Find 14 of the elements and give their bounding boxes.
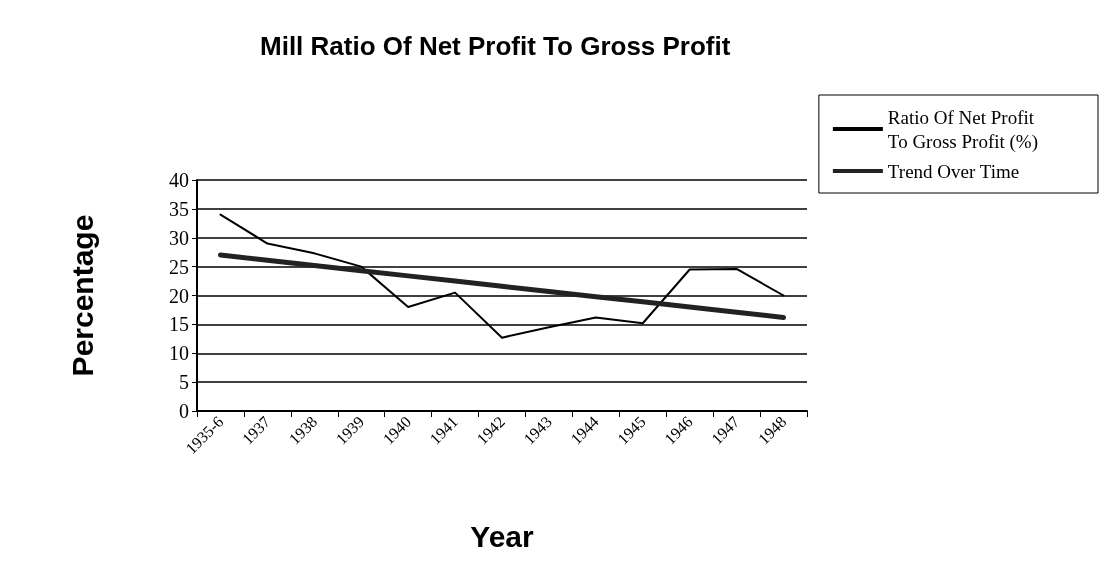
legend-label: Ratio Of Net Profit To Gross Profit (%) [887,106,1039,153]
y-tick-label: 5 [179,371,189,394]
y-tick-label: 10 [169,342,189,365]
y-tick-label: 20 [169,284,189,307]
y-tick-label: 30 [169,226,189,249]
y-tick-label: 25 [169,255,189,278]
legend-label: Trend Over Time [887,160,1020,182]
y-tick-label: 40 [169,169,189,191]
y-axis-title: Percentage [65,214,99,377]
y-tick-label: 15 [169,313,189,336]
y-tick-label: 0 [179,400,189,422]
chart-title: Mill Ratio Of Net Profit To Gross Profit [260,31,731,61]
x-axis-title: Year [470,519,535,553]
y-tick-label: 35 [169,197,189,220]
